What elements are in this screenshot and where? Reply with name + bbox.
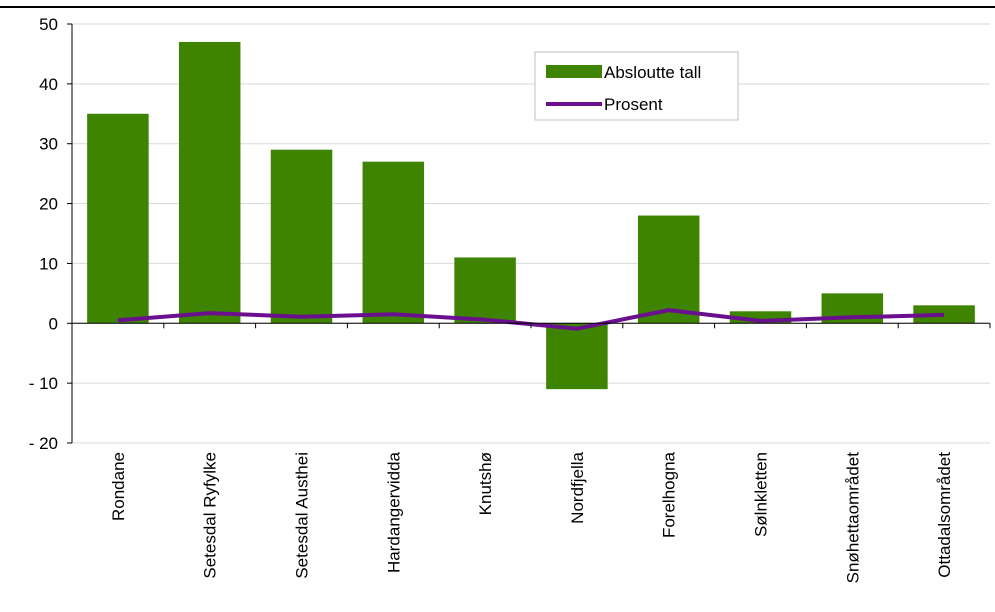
x-tick-label: Nordfjella xyxy=(568,451,587,523)
bar xyxy=(913,305,975,324)
legend-label-bar: Absloutte tall xyxy=(604,63,701,82)
x-tick-label: Snøhettaområdet xyxy=(843,452,862,584)
y-tick-label: 20 xyxy=(39,195,58,214)
bar xyxy=(270,149,333,324)
y-tick-label: 0 xyxy=(49,314,58,333)
y-tick-label: - 20 xyxy=(29,434,58,453)
y-tick-label: 10 xyxy=(39,254,58,273)
legend-box xyxy=(534,51,739,121)
bar xyxy=(454,257,516,324)
x-tick-label: Forelhogna xyxy=(660,451,679,538)
x-tick-label: Setesdal Austhei xyxy=(293,452,312,579)
legend-label-line: Prosent xyxy=(604,95,663,114)
bar xyxy=(362,161,425,324)
bar xyxy=(729,311,792,324)
x-tick-label: Sølnkletten xyxy=(752,452,771,537)
x-tick-label: Ottadalsområdet xyxy=(935,452,954,578)
bar xyxy=(87,113,149,324)
y-axis-ticks: 50 40 30 20 10 0 - 10 - 20 xyxy=(29,15,72,453)
y-tick-label: 50 xyxy=(39,15,58,34)
y-tick-label: 40 xyxy=(39,75,58,94)
legend-swatch-bar xyxy=(546,65,602,78)
bar xyxy=(178,41,241,324)
x-tick-label: Setesdal Ryfylke xyxy=(201,452,220,579)
x-tick-label: Hardangervidda xyxy=(384,451,403,573)
x-tick-label: Knutshø xyxy=(476,452,495,515)
x-tick-label: Rondane xyxy=(109,452,128,521)
bar xyxy=(637,215,700,324)
x-axis-ticks: Rondane Setesdal Ryfylke Setesdal Austhei H… xyxy=(71,323,991,584)
legend: Absloutte tall Prosent xyxy=(534,51,739,121)
bar-series xyxy=(87,41,975,390)
y-tick-label: - 10 xyxy=(29,374,58,393)
bar xyxy=(546,323,608,390)
y-tick-label: 30 xyxy=(39,135,58,154)
